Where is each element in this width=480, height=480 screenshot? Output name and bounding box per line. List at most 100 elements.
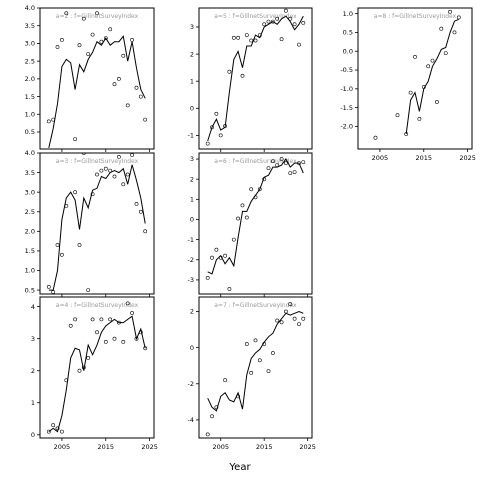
data-point <box>60 429 64 434</box>
data-point <box>283 309 288 314</box>
data-point <box>81 153 86 155</box>
data-point <box>138 94 143 99</box>
data-point <box>240 203 245 208</box>
y-tick-label: 0.5 <box>25 286 35 294</box>
data-point <box>210 125 214 130</box>
data-point <box>112 82 117 87</box>
data-point <box>292 316 297 321</box>
y-tick-label: 0 <box>190 344 194 352</box>
data-point <box>430 58 435 63</box>
data-point <box>134 85 139 90</box>
data-point <box>210 255 214 260</box>
data-point <box>130 311 135 315</box>
x-tick-label: 2005 <box>54 443 71 451</box>
data-point <box>448 9 453 14</box>
data-point <box>240 73 245 78</box>
y-tick-label: 0.5 <box>343 29 353 37</box>
data-point <box>214 247 219 252</box>
y-tick-label: -1 <box>188 132 194 140</box>
panel-title: a=7 : f=GillnetSurveyIndex <box>214 302 297 309</box>
y-tick-label: 2 <box>190 308 194 316</box>
y-tick-label: -3 <box>188 276 194 284</box>
data-point <box>456 15 461 20</box>
data-point <box>112 174 117 179</box>
data-point <box>77 243 82 247</box>
y-tick-label: 2 <box>190 175 194 183</box>
data-point <box>73 137 78 142</box>
data-point <box>95 172 99 177</box>
data-point <box>275 318 280 323</box>
y-tick-label: 0.5 <box>25 128 35 136</box>
data-point <box>452 30 457 35</box>
y-tick-label: 4 <box>31 303 35 311</box>
data-point <box>288 302 293 307</box>
data-point <box>236 216 241 221</box>
x-tick-label: 2015 <box>256 443 273 451</box>
data-point <box>73 317 78 322</box>
data-point <box>283 161 288 166</box>
data-point <box>223 378 228 383</box>
data-point <box>227 69 232 74</box>
data-point <box>86 288 91 293</box>
data-point <box>138 330 143 335</box>
data-point <box>262 342 267 346</box>
x-tick-label: 2015 <box>97 443 114 451</box>
y-tick-label: 2.0 <box>25 228 35 236</box>
data-point <box>443 51 448 56</box>
panel-4: a=3 : f=GillnetSurveyIndex 0.5 1.0 1.5 2.0 2.… <box>25 149 155 297</box>
y-tick-label: 3.5 <box>25 169 35 177</box>
panel-frame <box>198 7 313 150</box>
data-point <box>253 195 258 200</box>
data-point <box>125 301 130 306</box>
x-tick-label: 2005 <box>212 443 229 451</box>
data-point <box>297 322 301 327</box>
y-tick-label: 1 <box>190 77 194 85</box>
y-tick-label: 1.5 <box>25 93 35 101</box>
data-point <box>205 141 210 146</box>
data-point <box>279 37 284 42</box>
data-point <box>231 237 236 242</box>
data-point <box>257 33 262 38</box>
data-point <box>270 159 275 164</box>
data-point <box>218 133 223 138</box>
data-point <box>130 38 135 42</box>
data-point <box>288 171 293 176</box>
data-point <box>266 19 271 24</box>
series-line <box>207 310 304 412</box>
data-point <box>108 27 113 32</box>
x-tick-label: 2025 <box>141 443 158 451</box>
data-point <box>266 166 271 171</box>
data-point <box>99 168 104 173</box>
data-point <box>143 346 148 351</box>
series-line <box>48 35 146 149</box>
data-point <box>257 358 262 363</box>
series-line <box>405 18 460 135</box>
y-tick-label: 3.0 <box>25 188 35 196</box>
y-tick-label: 1 <box>31 399 35 407</box>
series-line <box>207 158 304 275</box>
data-point <box>138 209 143 214</box>
y-tick-label: 3.0 <box>25 40 35 48</box>
data-point <box>262 177 267 182</box>
y-tick-label: 0 <box>190 105 194 113</box>
y-tick-label: 3 <box>190 155 194 163</box>
data-point <box>77 43 82 48</box>
y-tick-label: -2 <box>188 256 194 264</box>
data-point <box>301 316 306 321</box>
y-tick-label: 1.0 <box>25 110 35 118</box>
y-tick-label: -2 <box>188 380 194 388</box>
data-point <box>68 323 73 328</box>
panel-title: a=4 : f=GillnetSurveyIndex <box>56 302 139 309</box>
data-point <box>46 119 51 124</box>
panel-1: a=2 : f=GillnetSurveyIndex 0.5 1.0 1.5 2.0 2.… <box>25 4 155 152</box>
data-point <box>99 317 104 322</box>
data-point <box>117 77 121 81</box>
data-point <box>249 38 254 43</box>
data-point <box>73 190 78 195</box>
data-point <box>266 369 271 374</box>
data-point <box>205 275 210 280</box>
y-tick-label: 1.0 <box>343 10 353 18</box>
y-tick-label: 2 <box>190 50 194 58</box>
data-point <box>413 55 417 59</box>
